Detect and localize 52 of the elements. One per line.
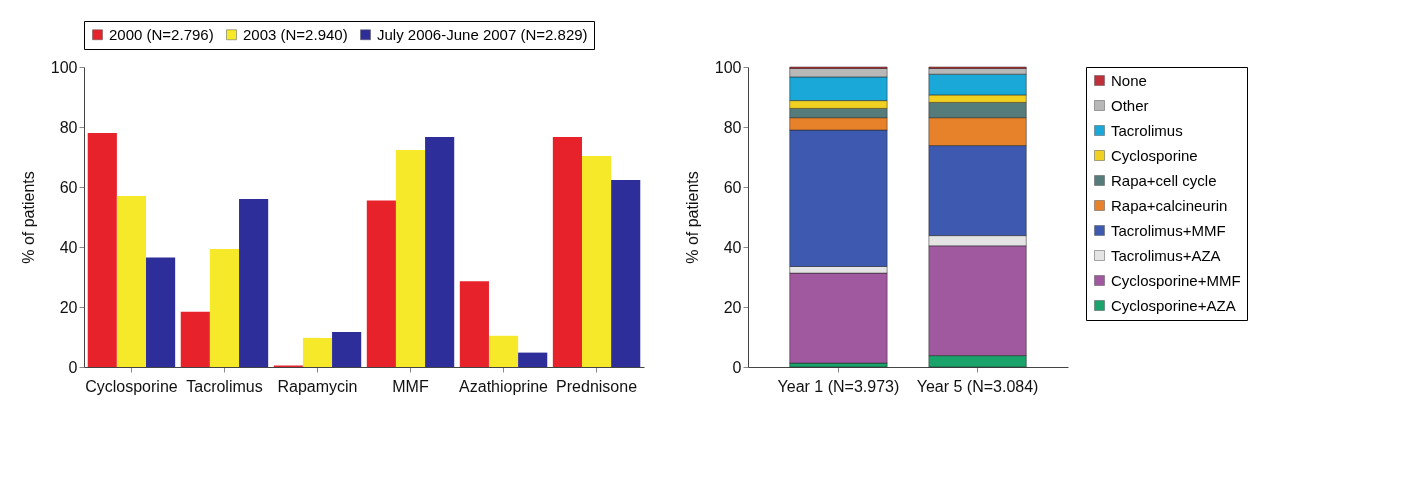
bar xyxy=(425,136,455,367)
legend-label: None xyxy=(1111,71,1147,89)
bar xyxy=(552,136,582,367)
bar xyxy=(395,150,426,367)
y-tick-label: 20 xyxy=(723,298,742,316)
y-tick-label: 100 xyxy=(714,58,742,76)
legend-label: Tacrolimus xyxy=(1111,121,1183,139)
legend-label: Cyclosporine+MMF xyxy=(1111,271,1241,289)
bar xyxy=(239,199,269,367)
legend-label: Rapa+cell cycle xyxy=(1111,171,1217,189)
x-tick-label: Prednisone xyxy=(556,377,638,395)
bar xyxy=(488,335,519,367)
x-tick-label: Rapamycin xyxy=(277,377,358,395)
legend-label: July 2006-June 2007 (N=2.829) xyxy=(377,25,588,43)
y-tick-label: 40 xyxy=(59,238,78,256)
x-tick-label: Year 5 (N=3.084) xyxy=(916,377,1039,395)
y-tick-label: 100 xyxy=(50,58,78,76)
bar xyxy=(209,249,240,367)
x-tick-label: Year 1 (N=3.973) xyxy=(777,377,900,395)
bar xyxy=(581,156,612,367)
y-tick-label: 60 xyxy=(59,178,78,196)
legend-label: 2003 (N=2.940) xyxy=(243,25,348,43)
legend-label: Other xyxy=(1111,96,1149,114)
y-tick-label: 0 xyxy=(68,358,78,376)
x-tick-label: Tacrolimus xyxy=(186,377,263,395)
y-tick-label: 20 xyxy=(59,298,78,316)
bar xyxy=(366,200,396,367)
bar xyxy=(611,180,641,367)
x-tick-label: MMF xyxy=(392,377,429,395)
x-tick-label: Cyclosporine xyxy=(85,377,178,395)
legend-label: Cyclosporine xyxy=(1111,146,1198,164)
legend-label: Tacrolimus+AZA xyxy=(1111,246,1221,264)
legend-label: Tacrolimus+MMF xyxy=(1111,221,1226,239)
bar xyxy=(332,331,362,367)
bar xyxy=(459,281,489,367)
y-axis-title: % of patients xyxy=(19,171,37,264)
bar xyxy=(116,196,147,367)
y-tick-label: 80 xyxy=(59,118,78,136)
bar xyxy=(87,133,117,367)
legend-label: Cyclosporine+AZA xyxy=(1111,296,1236,314)
bar xyxy=(146,257,176,367)
y-tick-label: 40 xyxy=(723,238,742,256)
y-tick-label: 80 xyxy=(723,118,742,136)
bar xyxy=(180,311,210,367)
legend-label: Rapa+calcineurin xyxy=(1111,196,1228,214)
legend-label: 2000 (N=2.796) xyxy=(109,25,214,43)
y-tick-label: 0 xyxy=(732,358,742,376)
bar xyxy=(518,352,548,367)
y-tick-label: 60 xyxy=(723,178,742,196)
x-tick-label: Azathioprine xyxy=(459,377,549,395)
y-axis-title: % of patients xyxy=(683,171,701,264)
bar xyxy=(302,337,333,367)
